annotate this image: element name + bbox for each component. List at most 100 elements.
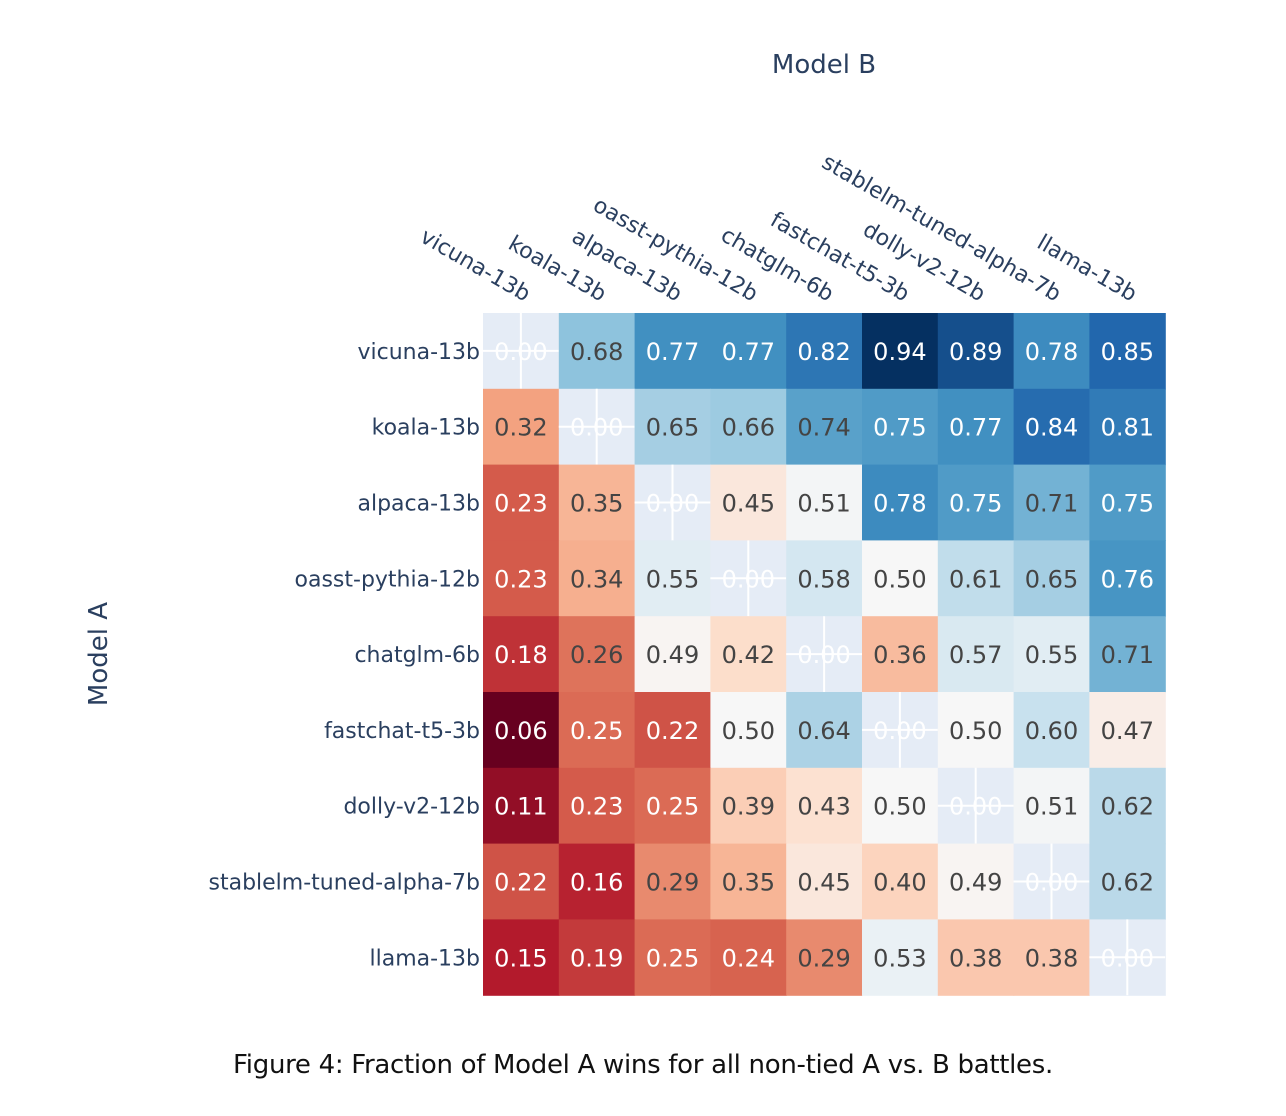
heatmap-cell: [558, 767, 636, 845]
heatmap-cell: [786, 388, 863, 466]
cell-value-label: 0.50: [873, 565, 926, 593]
heatmap-cell: [710, 919, 787, 996]
heatmap-cell: [937, 313, 1015, 390]
cell-value-label: 0.84: [1025, 414, 1078, 442]
heatmap-cell: [710, 692, 787, 769]
heatmap-cell: [710, 767, 787, 845]
cell-value-label: 0.51: [1025, 793, 1078, 821]
heatmap-cell: [786, 540, 863, 617]
cell-value-label: 0.58: [797, 565, 850, 593]
cell-value-label: 0.19: [570, 944, 623, 972]
cell-value-label: 0.11: [494, 793, 547, 821]
cell-value-label: 0.78: [1025, 338, 1078, 366]
y-axis-title: Model A: [84, 602, 114, 706]
heatmap-cell: [483, 464, 560, 541]
cell-value-label: 0.25: [646, 793, 699, 821]
cell-value-label: 0.29: [797, 944, 850, 972]
heatmap-cell: [634, 919, 711, 996]
cell-value-label: 0.23: [570, 793, 623, 821]
heatmap-cell: [483, 919, 560, 996]
cell-value-label: 0.75: [949, 490, 1002, 518]
y-tick-label: oasst-pythia-12b: [295, 567, 480, 592]
heatmap-cell: [558, 313, 636, 390]
heatmap-cell: [710, 616, 787, 693]
cell-value-label: 0.47: [1101, 717, 1154, 745]
cell-value-label: 0.00: [797, 641, 850, 669]
heatmap-cell: [558, 843, 636, 920]
cell-value-label: 0.49: [949, 869, 1002, 897]
heatmap-cell: [862, 919, 939, 996]
heatmap-cell: [1013, 388, 1090, 466]
x-tick-labels: vicuna-13bkoala-13balpaca-13boasst-pythi…: [416, 150, 1141, 307]
cell-value-label: 0.00: [722, 565, 775, 593]
cell-value-label: 0.00: [494, 338, 547, 366]
heatmap-cell: [1089, 464, 1166, 541]
heatmap-cell: [634, 313, 711, 390]
cell-value-label: 0.49: [646, 641, 699, 669]
heatmap-cell: [1013, 692, 1090, 769]
heatmap-cell: [710, 388, 787, 466]
cell-value-label: 0.65: [646, 414, 699, 442]
heatmap-cell: [937, 692, 1015, 769]
cell-value-label: 0.23: [494, 490, 547, 518]
heatmap-cell: [786, 843, 863, 920]
cell-value-label: 0.55: [646, 565, 699, 593]
cell-value-label: 0.43: [797, 793, 850, 821]
heatmap-cell: [937, 540, 1015, 617]
cell-value-label: 0.68: [570, 338, 623, 366]
cell-value-label: 0.00: [1101, 944, 1154, 972]
heatmap-cell: [634, 692, 711, 769]
cell-value-label: 0.62: [1101, 869, 1154, 897]
heatmap-cell: [937, 464, 1015, 541]
cell-value-label: 0.64: [797, 717, 850, 745]
cell-value-label: 0.24: [722, 944, 775, 972]
heatmap-cell: [1089, 388, 1166, 466]
cell-value-label: 0.74: [797, 414, 850, 442]
heatmap-cell: [937, 919, 1015, 996]
heatmap-cell: [558, 919, 636, 996]
cell-value-label: 0.77: [646, 338, 699, 366]
heatmap-cell: [1089, 767, 1166, 845]
heatmap-cell: [1089, 843, 1166, 920]
cell-value-label: 0.62: [1101, 793, 1154, 821]
cell-value-label: 0.61: [949, 565, 1002, 593]
cell-value-label: 0.00: [873, 717, 926, 745]
heatmap-cell: [483, 843, 560, 920]
cell-value-label: 0.32: [494, 414, 547, 442]
heatmap-cell: [862, 843, 939, 920]
heatmap-cell: [786, 692, 863, 769]
heatmap-cell: [862, 388, 939, 466]
cell-value-label: 0.00: [570, 414, 623, 442]
cell-value-label: 0.60: [1025, 717, 1078, 745]
x-axis-title: Model B: [772, 50, 876, 80]
heatmap-cell: [937, 388, 1015, 466]
cell-value-label: 0.35: [570, 490, 623, 518]
y-tick-labels: vicuna-13b koala-13b alpaca-13b oasst-pythi…: [209, 340, 481, 971]
cell-value-label: 0.15: [494, 944, 547, 972]
heatmap-cell: [862, 767, 939, 845]
heatmap-cell: [483, 692, 560, 769]
cell-value-label: 0.78: [873, 490, 926, 518]
cell-value-label: 0.50: [873, 793, 926, 821]
heatmap-cell: [483, 540, 560, 617]
cell-value-label: 0.25: [570, 717, 623, 745]
cell-value-label: 0.57: [949, 641, 1002, 669]
cell-value-label: 0.71: [1025, 490, 1078, 518]
heatmap-cell: [1013, 767, 1090, 845]
cell-value-label: 0.45: [797, 869, 850, 897]
heatmap-cell: [786, 919, 863, 996]
y-tick-label: dolly-v2-12b: [343, 795, 480, 820]
cell-value-label: 0.22: [494, 869, 547, 897]
y-tick-label: fastchat-t5-3b: [324, 719, 480, 744]
cell-value-label: 0.76: [1101, 565, 1154, 593]
cell-value-label: 0.26: [570, 641, 623, 669]
y-tick-label: chatglm-6b: [354, 643, 480, 668]
heatmap-cell: [786, 313, 863, 390]
heatmap-cell: [558, 616, 636, 693]
heatmap-cell: [710, 843, 787, 920]
heatmap-cells: 0.00 0.68 0.77 0.77 0.82 0.94 0.89 0.78 0.85 0.32…: [483, 313, 1166, 996]
cell-value-label: 0.75: [1101, 490, 1154, 518]
cell-value-label: 0.71: [1101, 641, 1154, 669]
heatmap-cell: [1089, 540, 1166, 617]
